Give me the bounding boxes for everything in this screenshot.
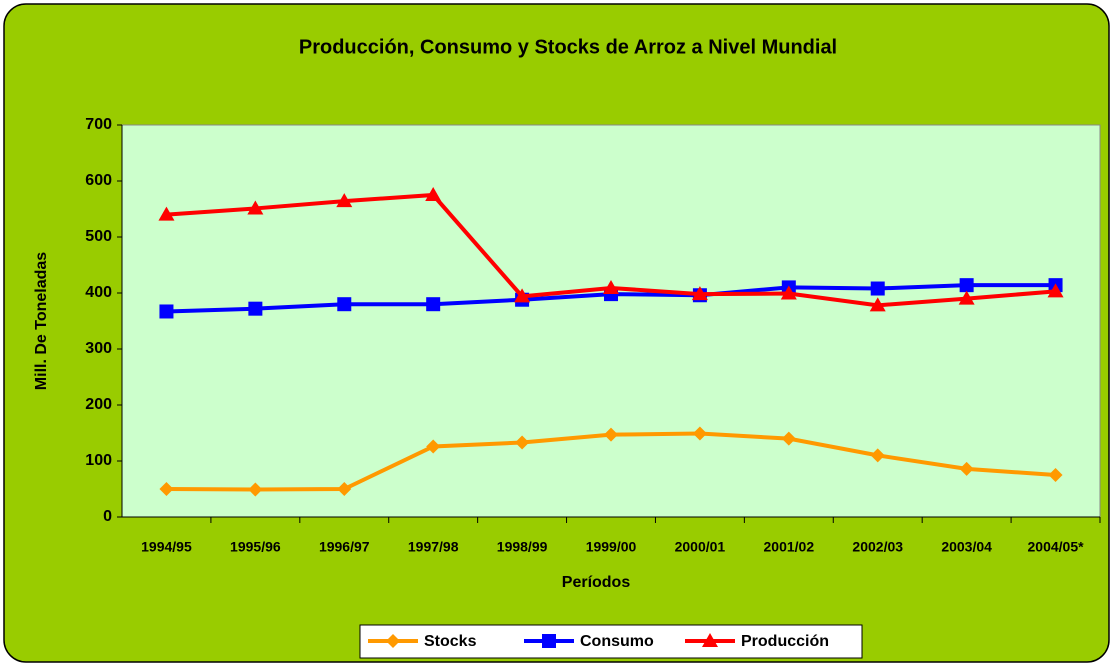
x-tick-label: 2004/05* bbox=[1028, 539, 1085, 555]
plot-area bbox=[121, 124, 1101, 518]
x-tick-label: 2002/03 bbox=[852, 539, 903, 555]
legend-label: Stocks bbox=[424, 633, 477, 650]
y-tick-label: 200 bbox=[85, 396, 112, 413]
legend bbox=[359, 624, 863, 659]
point bbox=[159, 304, 174, 319]
x-tick-label: 2001/02 bbox=[764, 539, 815, 555]
point bbox=[604, 427, 618, 442]
point bbox=[869, 297, 886, 312]
point bbox=[515, 435, 530, 450]
y-tick-label: 0 bbox=[103, 508, 112, 525]
y-tick-label: 600 bbox=[85, 172, 112, 189]
point bbox=[603, 279, 619, 294]
legend-label: Consumo bbox=[580, 633, 654, 650]
y-axis-label: Mill. De Toneladas bbox=[33, 252, 50, 391]
point bbox=[781, 431, 796, 446]
point bbox=[426, 439, 441, 454]
legend-marker bbox=[542, 634, 556, 648]
legend-marker bbox=[386, 634, 400, 648]
point bbox=[426, 297, 441, 312]
x-tick-label: 1999/00 bbox=[586, 539, 637, 555]
x-tick-label: 2003/04 bbox=[941, 539, 992, 555]
y-tick-label: 100 bbox=[85, 452, 112, 469]
point bbox=[691, 286, 708, 301]
point bbox=[1047, 283, 1064, 298]
point bbox=[780, 285, 797, 300]
y-tick-label: 700 bbox=[85, 116, 112, 133]
point bbox=[425, 187, 442, 201]
x-tick-label: 1995/96 bbox=[230, 539, 281, 555]
y-tick-label: 400 bbox=[85, 284, 112, 301]
point bbox=[870, 448, 885, 463]
point bbox=[247, 200, 264, 215]
point bbox=[870, 281, 885, 296]
x-tick-label: 1997/98 bbox=[408, 539, 459, 555]
point bbox=[958, 290, 975, 305]
point bbox=[336, 193, 353, 208]
y-tick-label: 500 bbox=[85, 228, 112, 245]
point bbox=[337, 297, 352, 312]
point bbox=[159, 482, 174, 496]
y-tick-label: 300 bbox=[85, 340, 112, 357]
point bbox=[337, 482, 352, 496]
point bbox=[158, 206, 175, 221]
x-tick-label: 1998/99 bbox=[497, 539, 548, 555]
point bbox=[959, 461, 974, 476]
chart-title: Producción, Consumo y Stocks de Arroz a … bbox=[299, 36, 837, 58]
x-tick-label: 1994/95 bbox=[141, 539, 192, 555]
point bbox=[959, 278, 974, 293]
point bbox=[692, 426, 707, 441]
x-tick-label: 1996/97 bbox=[319, 539, 370, 555]
legend-label: Producción bbox=[741, 633, 829, 650]
legend-marker bbox=[702, 633, 718, 647]
x-axis-label: Períodos bbox=[562, 574, 631, 591]
point bbox=[248, 482, 263, 497]
point bbox=[514, 288, 531, 303]
point bbox=[1048, 468, 1063, 482]
point bbox=[248, 301, 263, 316]
x-tick-label: 2000/01 bbox=[675, 539, 726, 555]
